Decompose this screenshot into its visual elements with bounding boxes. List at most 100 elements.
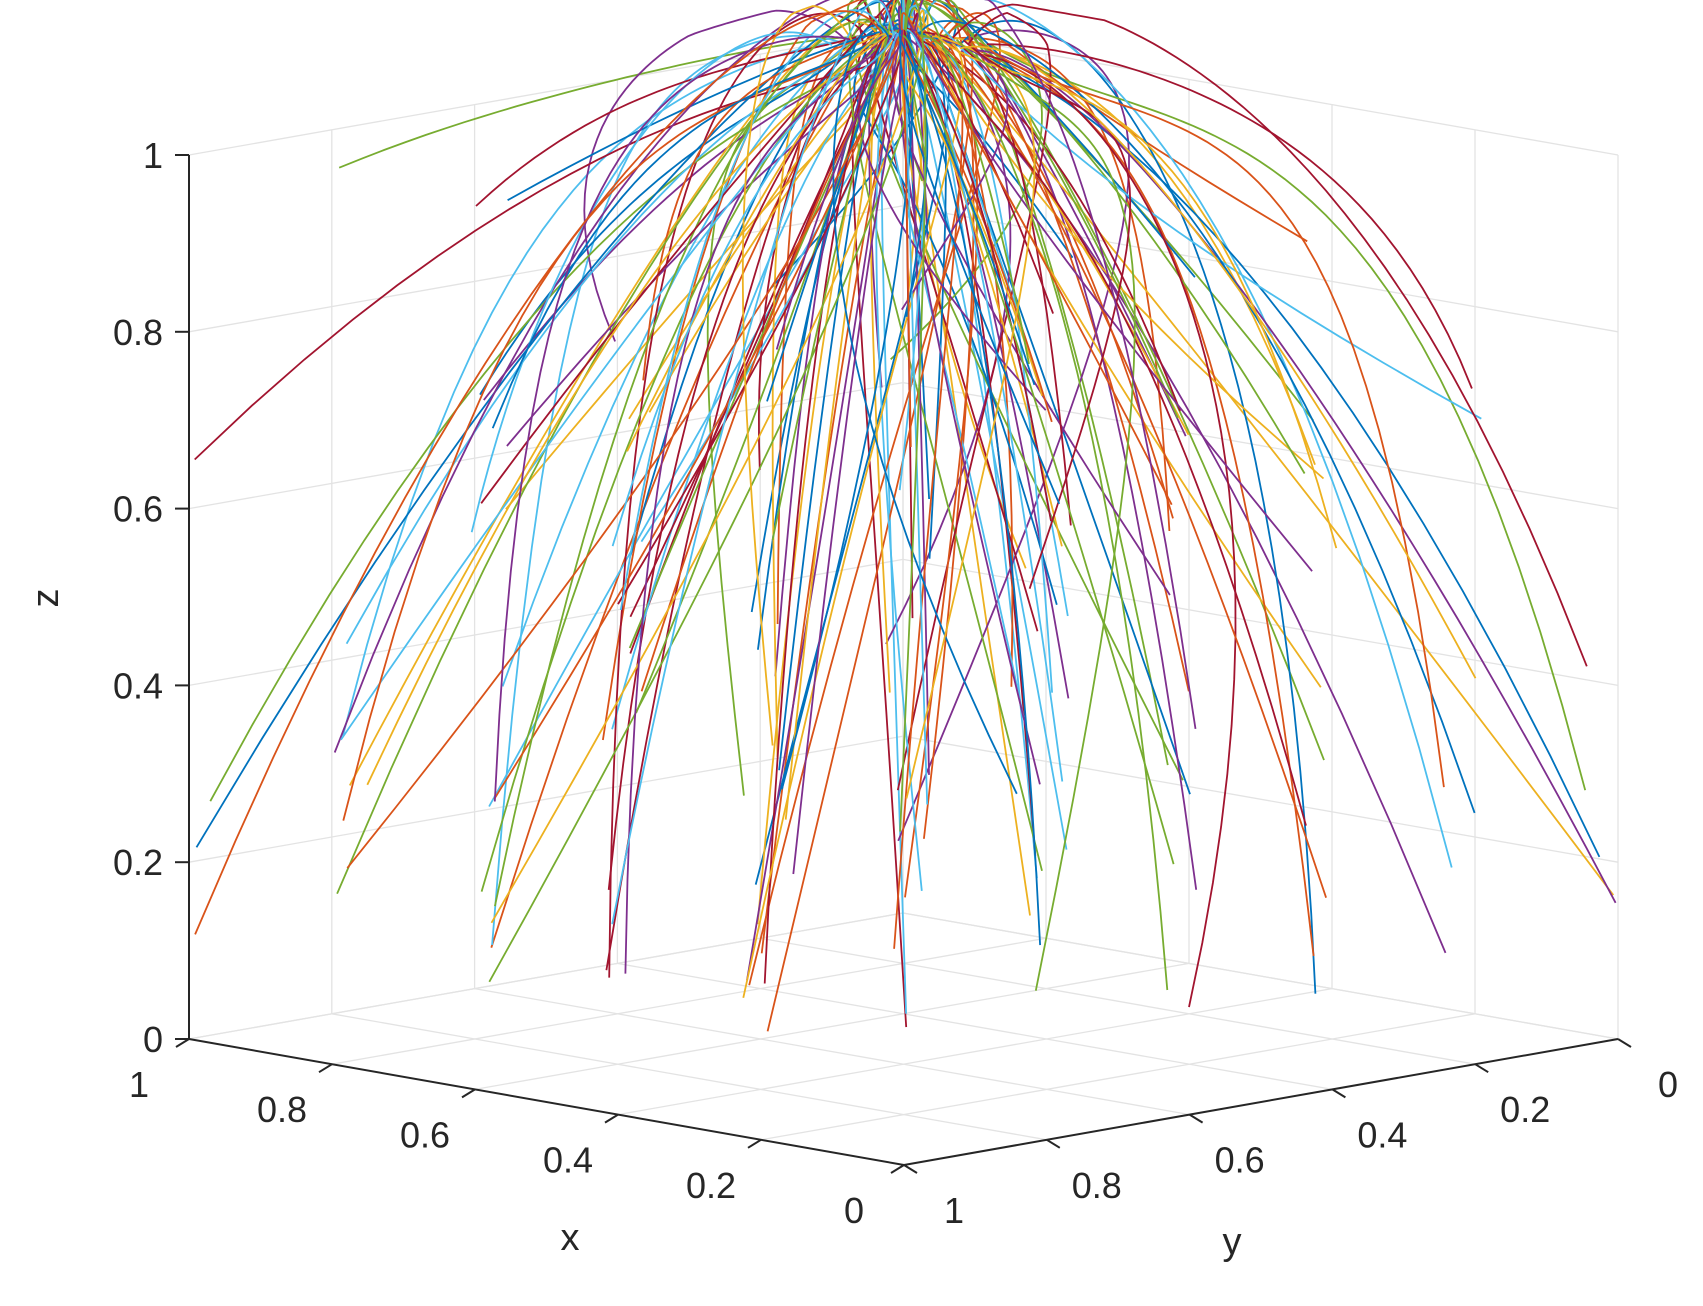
x-tick-label: 0: [844, 1190, 864, 1231]
y-tick-mark: [1474, 1063, 1489, 1074]
trajectory-line: [961, 19, 1317, 994]
floor-grid-line-y: [760, 937, 1476, 1065]
trajectory-line: [903, 29, 1052, 522]
x-axis-line: [188, 1038, 905, 1166]
x-tick-mark: [747, 1138, 762, 1149]
z-tick-label: 1: [143, 135, 163, 176]
y-tick-label: 0.2: [1500, 1089, 1550, 1130]
trajectory-line: [906, 34, 1041, 946]
floor-grid-line-y: [474, 987, 1190, 1116]
z-tick-label: 0.6: [113, 489, 163, 530]
trajectory-series: [194, 0, 1617, 1032]
x-tick-label: 1: [129, 1064, 149, 1105]
y-tick-mark: [1331, 1088, 1346, 1099]
x-tick-mark: [461, 1088, 476, 1099]
trajectory-line: [960, 49, 1617, 904]
trajectory-line: [899, 36, 1061, 505]
trajectory-line: [952, 3, 1588, 667]
trajectory-line: [896, 11, 1052, 791]
trajectory-line: [194, 10, 883, 935]
trajectory-line: [507, 27, 902, 201]
z-axis-label: z: [25, 589, 67, 608]
trajectory-line: [619, 9, 886, 611]
trajectory-line: [491, 35, 880, 429]
trajectory-line: [494, 18, 889, 907]
x-tick-label: 0.2: [686, 1165, 736, 1206]
trajectory-line: [195, 0, 902, 848]
z-tick-label: 0: [143, 1019, 163, 1060]
trajectory-line: [905, 36, 1036, 799]
floor-grid-line-x: [331, 937, 1047, 1065]
y-tick-label: 0.4: [1357, 1114, 1407, 1155]
wall-x1-grid-horizontal: [188, 28, 904, 156]
trajectory-line: [493, 35, 850, 802]
y-tick-mark: [903, 1164, 918, 1174]
y-axis-label: y: [1223, 1221, 1242, 1263]
z-tick-label: 0.4: [113, 665, 163, 706]
trajectory-line: [904, 0, 1325, 761]
floor-grid-line-x: [474, 962, 1190, 1091]
z-tick-label: 0.2: [113, 842, 163, 883]
trajectory-line: [902, 0, 1308, 243]
floor-grid-line-x: [760, 1013, 1476, 1141]
y-tick-mark: [1189, 1113, 1204, 1124]
trajectory-line: [611, 31, 897, 547]
trajectory-line: [899, 0, 927, 832]
z-tick-label: 0.8: [113, 312, 163, 353]
wall-y0-grid-horizontal: [902, 381, 1619, 510]
trajectory-line: [959, 45, 1477, 679]
trajectory-line: [775, 29, 904, 350]
floor-grid-line-y: [617, 962, 1333, 1091]
y-tick-label: 0.8: [1072, 1165, 1122, 1206]
wall-x1-grid-horizontal: [188, 912, 904, 1040]
trajectory-line: [916, 20, 1476, 814]
trajectory-line: [990, 43, 1587, 791]
trajectory-line: [209, 32, 889, 802]
x-tick-mark: [318, 1063, 333, 1074]
trajectory-line: [583, 9, 846, 342]
x-tick-mark: [604, 1113, 619, 1124]
trajectory-line: [902, 0, 929, 805]
trajectory-line: [602, 0, 896, 741]
trajectory-line: [342, 39, 864, 737]
trajectory-line: [624, 33, 884, 974]
x-tick-label: 0.6: [400, 1114, 450, 1155]
trajectory-line: [930, 45, 1307, 826]
trajectory-line: [963, 39, 1132, 589]
trajectory-line: [897, 29, 1130, 842]
trajectory-line: [853, 36, 1058, 605]
y-tick-label: 1: [944, 1190, 964, 1231]
trajectory-line: [905, 2, 1306, 474]
y-tick-mark: [1046, 1138, 1061, 1149]
trajectory-line: [832, 24, 1018, 795]
trajectory-line: [366, 33, 888, 786]
trajectory-line: [506, 33, 897, 447]
x-tick-mark: [890, 1164, 905, 1174]
trajectory-line: [475, 36, 857, 207]
axes: [175, 154, 1632, 1174]
y-tick-mark: [1617, 1038, 1632, 1048]
y-tick-label: 0: [1658, 1064, 1678, 1105]
wall-y0-grid-horizontal: [902, 205, 1619, 333]
trajectory-line: [934, 34, 1338, 549]
x-tick-label: 0.8: [257, 1089, 307, 1130]
wall-y0-grid-horizontal: [902, 735, 1619, 863]
trajectory-line: [338, 36, 858, 169]
trajectory-line: [917, 34, 1169, 991]
trajectory-line: [955, 38, 1136, 991]
wall-x1-grid-horizontal: [188, 381, 904, 510]
floor-grid-line-y: [331, 1013, 1047, 1141]
trajectory-line: [900, 12, 1173, 506]
floor-grid-line-x: [617, 987, 1333, 1116]
trajectory-line: [902, 29, 912, 448]
x-tick-label: 0.4: [543, 1140, 593, 1181]
x-tick-mark: [175, 1038, 190, 1048]
trajectory-line: [778, 0, 904, 771]
trajectory-line: [741, 5, 853, 746]
wall-y0-grid-horizontal: [902, 558, 1619, 687]
trajectory-line: [904, 31, 979, 898]
wall-y0-grid-horizontal: [902, 912, 1619, 1040]
y-axis-line: [903, 1038, 1619, 1166]
